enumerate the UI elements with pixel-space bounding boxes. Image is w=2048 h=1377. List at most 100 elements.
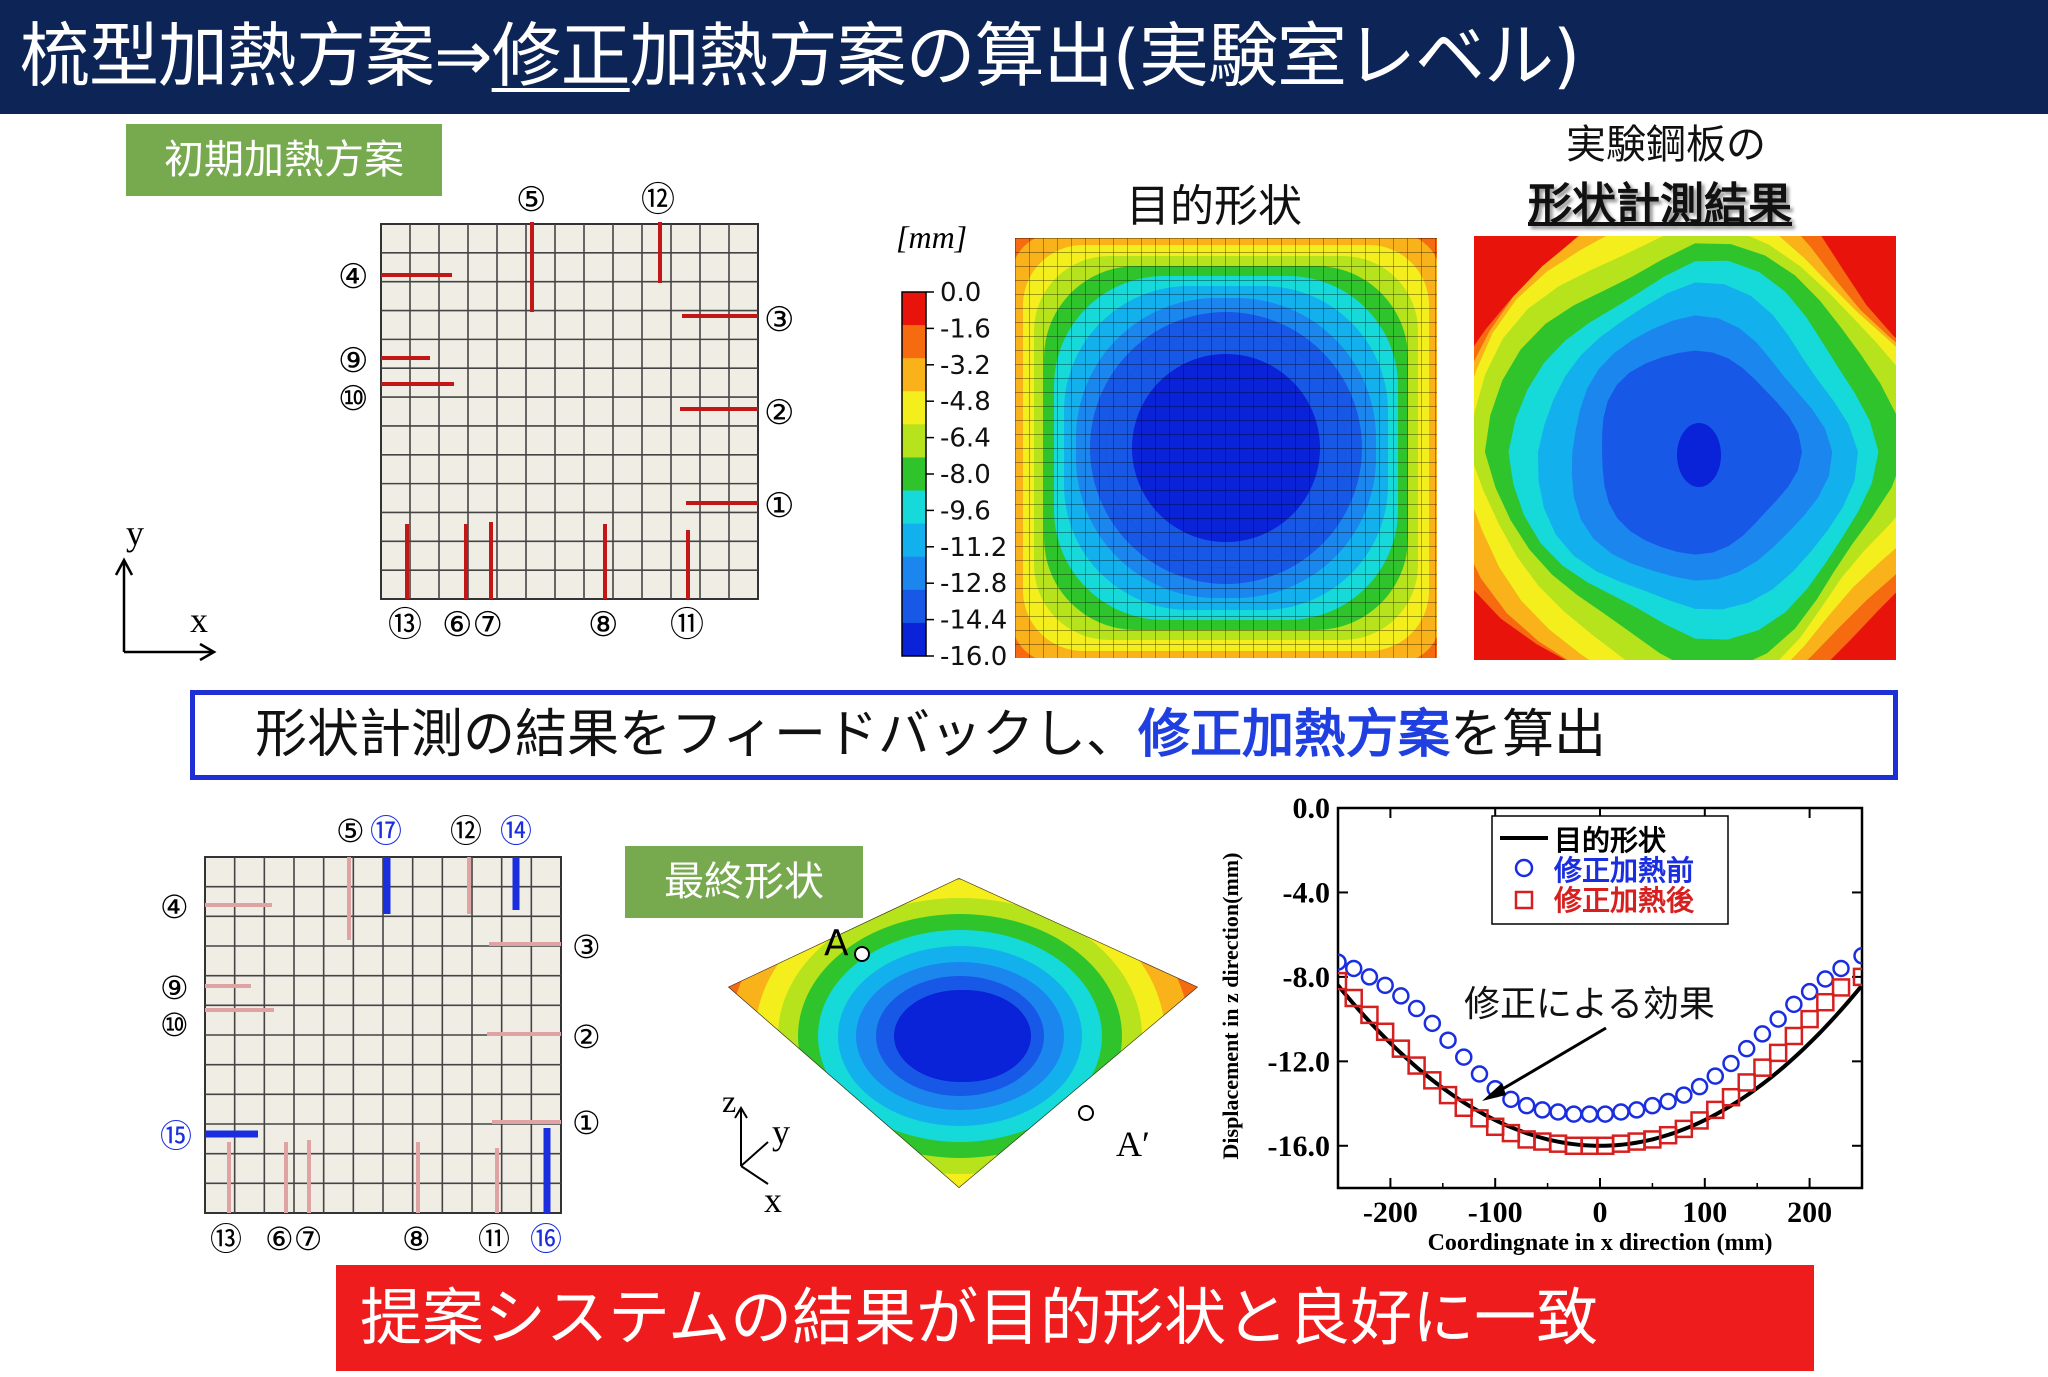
legend-swatch xyxy=(902,556,926,591)
final-axis-z-label: z xyxy=(722,1083,736,1119)
title-bar: 梳型加熱方案⇒修正加熱方案の算出(実験室レベル) xyxy=(0,0,2048,114)
series-point-after xyxy=(1407,1056,1426,1075)
series-point-before xyxy=(1800,982,1819,1001)
target-shape-contour xyxy=(1015,238,1437,658)
legend-unit: [mm] xyxy=(896,219,967,255)
legend-value: 0.0 xyxy=(940,278,981,308)
title-part1: 梳型加熱方案⇒ xyxy=(20,15,493,97)
c-label-9: ⑨ xyxy=(160,969,189,1007)
series-point-after xyxy=(1831,978,1851,997)
legend-value: -3.2 xyxy=(940,351,991,381)
legend-value: -16.0 xyxy=(940,642,1007,672)
series-point-after xyxy=(1768,1043,1788,1063)
series-point-after xyxy=(1706,1100,1725,1120)
series-point-before xyxy=(1690,1077,1709,1096)
feedback-text: 形状計測の結果をフィードバックし、修正加熱方案を算出 xyxy=(255,695,1606,775)
legend-swatch xyxy=(902,325,926,359)
legend-swatch xyxy=(902,457,926,492)
initial-plan-labels: ⑤ ⑫ ④ ⑨ ⑩ ③ ② ① ⑬ ⑥⑦ ⑧ ⑪ xyxy=(338,180,794,645)
legend-swatch xyxy=(902,622,926,657)
legend-swatch xyxy=(902,490,926,525)
c-label-6-7: ⑥⑦ xyxy=(265,1220,322,1258)
c-label-12: ⑫ xyxy=(450,812,482,850)
initial-plan-axes: y x xyxy=(114,513,217,662)
target-shape-heading: 目的形状 xyxy=(1126,181,1302,232)
label-9: ⑨ xyxy=(338,341,368,381)
series-point-before xyxy=(1706,1067,1725,1085)
series-point-before xyxy=(1344,959,1363,978)
title-part3: 加熱方案の算出(実験室レベル) xyxy=(629,15,1581,97)
initial-heating-lines xyxy=(381,222,758,599)
final-axis-y-label: y xyxy=(772,1112,790,1152)
point-a-marker xyxy=(854,946,870,962)
initial-axis-y-label: y xyxy=(126,513,144,553)
series-point-before xyxy=(1502,1090,1520,1109)
result-text: 提案システムの結果が目的形状と良好に一致 xyxy=(360,1281,1599,1354)
series-point-before xyxy=(1659,1092,1677,1111)
label-6-7: ⑥⑦ xyxy=(442,605,503,645)
series-point-before xyxy=(1517,1096,1536,1115)
legend-value: -4.8 xyxy=(940,387,991,417)
y-axis-label: Displacement in z direction(mm) xyxy=(1218,853,1243,1160)
label-10: ⑩ xyxy=(338,379,368,419)
x-tick-label: -200 xyxy=(1363,1196,1418,1229)
y-tick-label: -8.0 xyxy=(1283,961,1331,994)
series-point-before xyxy=(1643,1096,1662,1115)
x-tick-label: -100 xyxy=(1468,1196,1523,1229)
series-point-after xyxy=(1338,971,1348,991)
label-3: ③ xyxy=(764,300,794,340)
label-11: ⑪ xyxy=(670,605,704,645)
x-tick-label: 0 xyxy=(1593,1196,1608,1229)
measured-shape-contour xyxy=(1474,236,1896,660)
feedback-part1: 形状計測の結果をフィードバックし、 xyxy=(255,705,1138,765)
series-point-before xyxy=(1785,995,1803,1014)
feedback-box: 形状計測の結果をフィードバックし、修正加熱方案を算出 xyxy=(190,690,1898,780)
legend-target: 目的形状 xyxy=(1554,824,1667,857)
series-point-before xyxy=(1753,1025,1772,1043)
series-point-after xyxy=(1737,1073,1756,1092)
series-point-after xyxy=(1360,1005,1379,1025)
c-label-10: ⑩ xyxy=(160,1006,189,1044)
series-point-after xyxy=(1454,1098,1474,1118)
title-part2-underlined: 修正 xyxy=(491,15,631,97)
series-point-after xyxy=(1753,1058,1772,1077)
series-point-after xyxy=(1375,1022,1395,1042)
point-a-prime-marker xyxy=(1078,1105,1094,1121)
measured-heading-line1: 実験鋼板の xyxy=(1566,122,1766,168)
label-2: ② xyxy=(764,393,794,433)
series-point-after xyxy=(1721,1087,1741,1107)
x-tick-label: 100 xyxy=(1682,1196,1727,1229)
series-point-before xyxy=(1360,968,1379,986)
legend-value: -14.4 xyxy=(940,606,1007,636)
series-point-before xyxy=(1407,999,1426,1018)
series-point-after xyxy=(1800,1009,1819,1029)
series-point-before xyxy=(1423,1014,1442,1033)
y-tick-label: -4.0 xyxy=(1283,876,1331,909)
c-label-14: ⑭ xyxy=(500,812,532,850)
series-point-after xyxy=(1690,1111,1709,1130)
legend-swatch xyxy=(902,424,926,458)
series-point-after xyxy=(1816,992,1835,1012)
legend-swatch xyxy=(902,358,926,392)
series-point-after xyxy=(1852,967,1862,987)
series-point-before xyxy=(1470,1065,1489,1083)
c-label-11: ⑪ xyxy=(478,1220,510,1258)
c-label-16: ⑯ xyxy=(530,1220,562,1258)
page-title: 梳型加熱方案⇒修正加熱方案の算出(実験室レベル) xyxy=(20,6,1581,106)
c-label-3: ③ xyxy=(572,928,601,966)
corrected-prev-lines xyxy=(205,857,561,1213)
series-point-before xyxy=(1627,1101,1646,1119)
series-point-before xyxy=(1722,1054,1740,1073)
legend-value: -9.6 xyxy=(940,496,991,526)
c-label-4: ④ xyxy=(160,888,189,926)
series-point-before xyxy=(1392,987,1410,1005)
final-shape-label: 最終形状 xyxy=(625,846,863,918)
legend-value: -1.6 xyxy=(940,314,991,344)
legend-value: -8.0 xyxy=(940,460,991,490)
legend-swatch xyxy=(902,589,926,624)
displacement-chart: -200 -100 0 100 200 0.0 -4.0 -8.0 -12.0 -16.0 Coor… xyxy=(1218,792,1864,1256)
legend-swatch xyxy=(902,292,926,326)
series-point-before xyxy=(1832,959,1850,978)
